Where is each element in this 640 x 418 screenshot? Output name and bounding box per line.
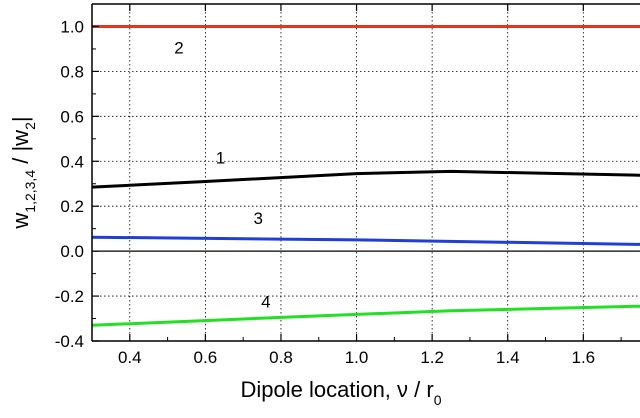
y-tick-label: -0.4 bbox=[55, 332, 84, 351]
y-tick-label: 0.4 bbox=[60, 152, 84, 171]
curve-label-2: 2 bbox=[174, 38, 183, 57]
x-tick-label: 1.4 bbox=[496, 348, 520, 367]
curve-label-1: 1 bbox=[216, 149, 225, 168]
curve-label-3: 3 bbox=[254, 209, 263, 228]
ticks: 0.4 0.6 0.8 1.0 1.2 1.4 1.6 -0.4 -0.2 0.0 0.2 0.4 0.… bbox=[55, 3, 622, 367]
y-axis-title-part: / |w bbox=[8, 130, 33, 170]
x-tick-label: 0.4 bbox=[118, 348, 142, 367]
y-axis-title-part: w bbox=[8, 213, 33, 230]
x-tick-label: 0.8 bbox=[269, 348, 293, 367]
x-tick-label: 1.0 bbox=[345, 348, 369, 367]
series-line-4 bbox=[91, 304, 640, 327]
y-tick-label: 0.0 bbox=[60, 242, 84, 261]
x-tick-label: 1.2 bbox=[420, 348, 444, 367]
axes bbox=[91, 3, 640, 342]
series-lines bbox=[91, 25, 640, 327]
y-tick-label: 1.0 bbox=[60, 17, 84, 36]
y-axis-title-part: 1,2,3,4 bbox=[22, 170, 38, 213]
y-axis-title-part: 2 bbox=[22, 122, 38, 130]
curve-label-4: 4 bbox=[261, 292, 270, 311]
y-axis-title: w1,2,3,4 / |w2| bbox=[8, 116, 38, 229]
y-tick-label: 0.2 bbox=[60, 197, 84, 216]
y-tick-label: -0.2 bbox=[55, 287, 84, 306]
curve-labels: 1 2 3 4 bbox=[174, 38, 270, 311]
x-tick-label: 1.6 bbox=[571, 348, 595, 367]
y-tick-label: 0.6 bbox=[60, 107, 84, 126]
x-axis-title: Dipole location, ν / r0 bbox=[241, 377, 442, 408]
y-tick-label: 0.8 bbox=[60, 62, 84, 81]
series-line-1 bbox=[91, 169, 640, 189]
x-tick-label: 0.6 bbox=[194, 348, 218, 367]
y-axis-title-part: | bbox=[8, 116, 33, 122]
x-axis-title-subscript: 0 bbox=[434, 392, 442, 408]
series-line-3 bbox=[91, 235, 640, 246]
